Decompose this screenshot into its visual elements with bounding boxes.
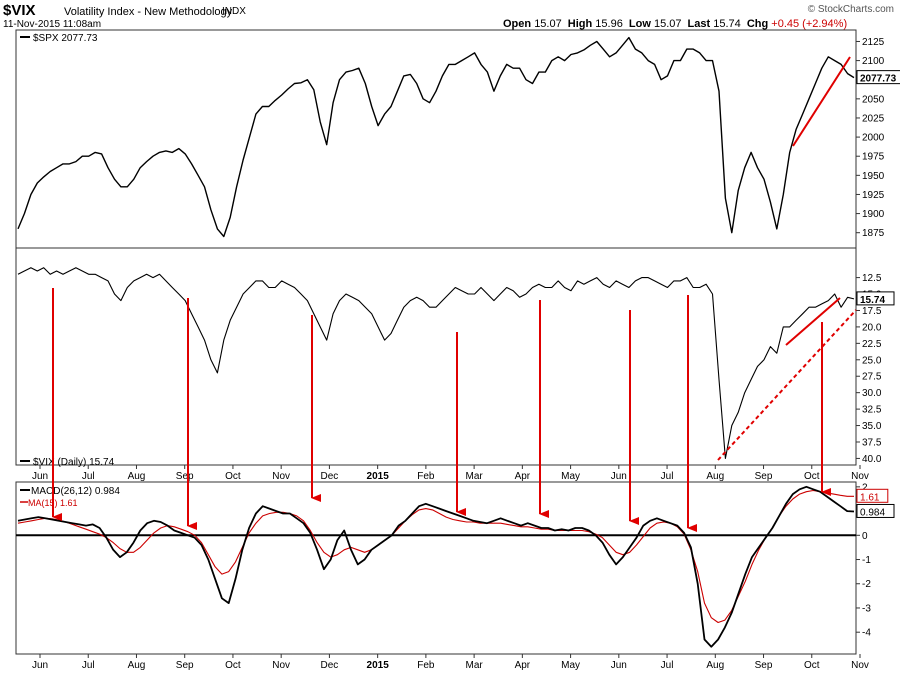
macd-signal-line xyxy=(17,489,854,624)
ma-last-value: 1.61 xyxy=(860,492,880,503)
y-tick-label: 37.5 xyxy=(862,437,882,448)
month-label-top: Jun xyxy=(611,471,627,482)
spx-last-value: 2077.73 xyxy=(860,74,897,85)
y-tick-label: 1900 xyxy=(862,209,885,220)
chart-ticker: $VIX xyxy=(3,2,36,19)
open-value: 15.07 xyxy=(534,18,562,30)
month-label-bottom: May xyxy=(561,660,580,671)
month-label-top: Sep xyxy=(755,471,773,482)
chg-label: Chg xyxy=(746,18,769,30)
y-tick-label: 2000 xyxy=(862,133,885,144)
y-tick-label: -1 xyxy=(862,555,871,566)
month-label-top: Mar xyxy=(466,471,484,482)
y-tick-label: 1975 xyxy=(862,152,885,163)
y-tick-label: 2125 xyxy=(862,37,885,48)
month-label-bottom: Aug xyxy=(706,660,724,671)
vix-legend: $VIX (Daily) 15.74 xyxy=(33,457,115,468)
month-label-top: Nov xyxy=(851,471,869,482)
y-tick-label: 2050 xyxy=(862,94,885,105)
vix-line xyxy=(17,267,855,459)
month-label-bottom: Jul xyxy=(661,660,674,671)
month-label-bottom: Oct xyxy=(225,660,241,671)
month-label-bottom: Nov xyxy=(272,660,290,671)
low-value: 15.07 xyxy=(653,18,682,30)
y-tick-label: 32.5 xyxy=(862,405,882,416)
month-label-bottom: Sep xyxy=(755,660,773,671)
macd-panel-frame xyxy=(15,481,857,655)
macd-line xyxy=(17,485,855,648)
y-tick-label: 22.5 xyxy=(862,339,882,350)
stockcharts-watermark: © StockCharts.com xyxy=(807,4,894,15)
vix-dotted-trendline xyxy=(717,309,857,461)
month-label-bottom: Feb xyxy=(417,660,435,671)
month-label-top: Apr xyxy=(515,471,531,482)
month-label-top: Dec xyxy=(321,471,339,482)
month-label-bottom: Nov xyxy=(851,660,869,671)
y-tick-label: 2 xyxy=(862,482,868,493)
month-label-bottom: Jun xyxy=(611,660,627,671)
y-tick-label: 17.5 xyxy=(862,306,882,317)
month-label-bottom: Mar xyxy=(466,660,484,671)
y-tick-label: 27.5 xyxy=(862,372,882,383)
month-label-top: May xyxy=(561,471,580,482)
month-label-bottom: Dec xyxy=(321,660,339,671)
y-tick-label: 2025 xyxy=(862,113,885,124)
month-label-bottom: Aug xyxy=(128,660,146,671)
spx-legend: $SPX 2077.73 xyxy=(33,33,98,44)
y-tick-label: 1925 xyxy=(862,190,885,201)
y-tick-label: -4 xyxy=(862,628,871,639)
month-label-bottom: Jun xyxy=(32,660,48,671)
month-label-top: Nov xyxy=(272,471,290,482)
month-label-top: Jun xyxy=(32,471,48,482)
month-label-top: Jul xyxy=(661,471,674,482)
ma-last-value-box xyxy=(856,488,889,503)
y-tick-label: 1950 xyxy=(862,171,885,182)
month-label-bottom: Oct xyxy=(804,660,820,671)
vix-last-value-box xyxy=(856,291,895,306)
open-label: Open xyxy=(503,18,532,30)
ohlc-summary: Open 15.07 High 15.96 Low 15.07 Last 15.… xyxy=(503,18,850,30)
low-label: Low xyxy=(628,18,651,30)
y-tick-label: 0 xyxy=(862,531,868,542)
last-label: Last xyxy=(687,18,711,30)
chg-value: +0.45 (+2.94%) xyxy=(771,18,848,30)
y-tick-label: 35.0 xyxy=(862,421,882,432)
month-label-top: Aug xyxy=(706,471,724,482)
macd-last-value: 0.984 xyxy=(860,507,885,518)
chart-datetime: 11-Nov-2015 11:08am xyxy=(3,19,102,30)
macd-last-value-box xyxy=(856,503,895,518)
month-label-top: Sep xyxy=(176,471,194,482)
macd-legend: MACD(26,12) 0.984 xyxy=(31,486,120,497)
month-label-top: 2015 xyxy=(367,471,390,482)
month-label-top: Feb xyxy=(417,471,435,482)
y-tick-label: 2100 xyxy=(862,56,885,67)
last-value: 15.74 xyxy=(713,18,741,30)
month-label-bottom: Sep xyxy=(176,660,194,671)
y-tick-label: -2 xyxy=(862,579,871,590)
vix-trendline xyxy=(785,297,841,346)
month-label-top: Aug xyxy=(128,471,146,482)
month-label-bottom: Apr xyxy=(515,660,531,671)
spx-trendline xyxy=(792,56,851,147)
month-label-top: Oct xyxy=(225,471,241,482)
exchange-label: INDX xyxy=(222,6,246,17)
y-tick-label: 20.0 xyxy=(862,322,882,333)
spx-last-value-box xyxy=(856,70,900,85)
chart-subtitle: Volatility Index - New Methodology xyxy=(64,6,233,18)
month-label-bottom: Jul xyxy=(82,660,95,671)
y-tick-label: 25.0 xyxy=(862,355,882,366)
vix-last-value: 15.74 xyxy=(860,295,885,306)
spx-line xyxy=(17,36,855,238)
month-label-bottom: 2015 xyxy=(367,660,390,671)
high-label: High xyxy=(567,18,593,30)
month-label-top: Oct xyxy=(804,471,820,482)
high-value: 15.96 xyxy=(595,18,623,30)
y-tick-label: 40.0 xyxy=(862,454,882,465)
y-tick-label: 12.5 xyxy=(862,273,882,284)
y-tick-label: 1875 xyxy=(862,228,885,239)
month-label-top: Jul xyxy=(82,471,95,482)
y-tick-label: -3 xyxy=(862,603,871,614)
y-tick-label: 30.0 xyxy=(862,388,882,399)
